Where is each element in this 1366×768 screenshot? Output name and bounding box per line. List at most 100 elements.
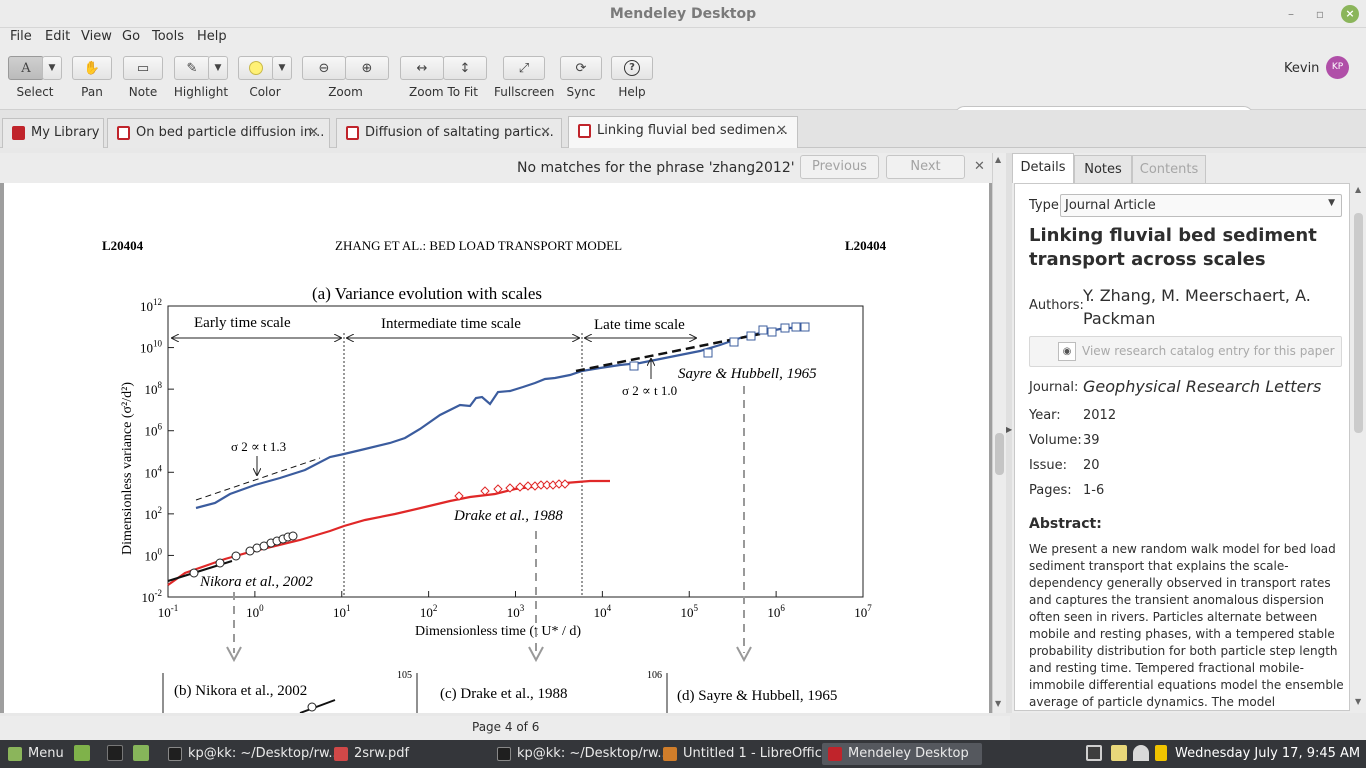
wifi-icon[interactable] — [1133, 745, 1149, 761]
zoom-out-button[interactable]: ⊖ — [302, 56, 346, 80]
tab-contents[interactable]: Contents — [1132, 155, 1206, 183]
menu-edit[interactable]: Edit — [45, 29, 71, 44]
taskbar-item-libreoffice[interactable]: Untitled 1 - LibreOffic... — [657, 743, 834, 765]
paper-title[interactable]: Linking fluvial bed sediment transport a… — [1029, 225, 1317, 270]
tab-details[interactable]: Details — [1012, 153, 1074, 183]
subplot-b-title: (b) Nikora et al., 2002 — [174, 683, 307, 699]
journal-value[interactable]: Geophysical Research Letters — [1083, 377, 1322, 396]
notes-icon[interactable] — [1111, 745, 1127, 761]
menu-tools[interactable]: Tools — [152, 29, 185, 44]
menu-file[interactable]: File — [10, 29, 32, 44]
callout-heads — [226, 646, 752, 663]
terminal-icon — [168, 747, 182, 761]
close-tab-icon[interactable]: ✕ — [776, 123, 787, 138]
fit-height-button[interactable]: ↕ — [443, 56, 487, 80]
issue-value[interactable]: 20 — [1083, 458, 1100, 473]
avatar[interactable]: KP — [1326, 56, 1349, 79]
select-dropdown[interactable]: ▼ — [42, 56, 62, 80]
subplot-b-line — [299, 699, 336, 713]
taskbar-item-pdf[interactable]: 2srw.pdf — [328, 743, 488, 765]
panel-splitter[interactable]: ▶ — [1006, 153, 1012, 713]
tab-notes[interactable]: Notes — [1074, 155, 1132, 183]
abstract-text[interactable]: We present a new random walk model for b… — [1029, 542, 1344, 709]
tab-my-library[interactable]: My Library — [2, 118, 104, 148]
pdf-scrollbar[interactable]: ▲ ▼ — [992, 153, 1006, 713]
note-tool-button[interactable]: ▭ — [123, 56, 163, 80]
shield-icon[interactable] — [1086, 745, 1102, 761]
clock[interactable]: Wednesday July 17, 9:45 AM — [1175, 746, 1361, 761]
year-label: Year: — [1029, 408, 1061, 423]
maximize-button[interactable]: ▫ — [1315, 7, 1325, 21]
tick-label: 1012 — [140, 297, 162, 314]
fullscreen-button[interactable]: ⤢ — [503, 56, 545, 80]
tick-label: 106 — [145, 422, 163, 439]
tab-document-1[interactable]: On bed particle diffusion in... ✕ — [107, 118, 330, 148]
journal-label: Journal: — [1029, 380, 1079, 395]
x-axis-label: Dimensionless time (t U* / d) — [415, 624, 581, 639]
details-scroll-thumb[interactable] — [1354, 213, 1363, 433]
user-name[interactable]: Kevin — [1284, 61, 1320, 76]
taskbar-item-terminal-1[interactable]: kp@kk: ~/Desktop/rw... — [162, 743, 341, 765]
terminal-icon[interactable] — [107, 745, 123, 761]
tick-label: 104 — [594, 603, 612, 620]
catalog-button[interactable]: ◉ View research catalog entry for this pa… — [1029, 336, 1342, 367]
start-menu-button[interactable]: Menu — [2, 743, 68, 765]
volume-value[interactable]: 39 — [1083, 433, 1100, 448]
color-label: Color — [249, 85, 281, 99]
help-button[interactable]: ? — [611, 56, 653, 80]
battery-icon[interactable] — [1155, 745, 1167, 761]
pages-value[interactable]: 1-6 — [1083, 483, 1105, 498]
find-previous-button[interactable]: Previous — [800, 155, 879, 179]
tab-document-3[interactable]: Linking fluvial bed sedimen... ✕ — [568, 116, 798, 148]
close-find-icon[interactable]: ✕ — [974, 159, 985, 174]
tick-label: 107 — [854, 603, 872, 620]
pdf-viewer[interactable]: L20404 ZHANG ET AL.: BED LOAD TRANSPORT … — [0, 183, 992, 713]
scroll-down-icon[interactable]: ▼ — [1355, 697, 1362, 706]
pdf-icon — [346, 126, 359, 140]
chevron-down-icon: ▼ — [1328, 198, 1335, 208]
close-tab-icon[interactable]: ✕ — [308, 125, 319, 140]
files-icon[interactable] — [133, 745, 149, 761]
find-next-button[interactable]: Next — [886, 155, 965, 179]
menu-view[interactable]: View — [81, 29, 112, 44]
scroll-down-icon[interactable]: ▼ — [995, 699, 1002, 708]
tab-document-2[interactable]: Diffusion of saltating partic... ✕ — [336, 118, 562, 148]
tick-label: 103 — [507, 603, 525, 620]
scroll-up-icon[interactable]: ▲ — [995, 155, 1002, 164]
taskbar-item-terminal-2[interactable]: kp@kk: ~/Desktop/rw... — [491, 743, 670, 765]
color-dropdown[interactable]: ▼ — [272, 56, 292, 80]
nikora-markers — [189, 531, 298, 578]
taskbar-item-mendeley[interactable]: Mendeley Desktop — [822, 743, 982, 765]
pdf-scroll-thumb[interactable] — [995, 433, 1004, 475]
highlight-dropdown[interactable]: ▼ — [208, 56, 228, 80]
collapse-panel-icon[interactable]: ▶ — [1006, 425, 1013, 434]
highlight-tool-button[interactable]: ✎ — [174, 56, 210, 80]
hand-icon: ✋ — [83, 60, 101, 76]
figure-title: (a) Variance evolution with scales — [312, 284, 542, 303]
authors-value[interactable]: Y. Zhang, M. Meerschaert, A. Packman — [1083, 286, 1311, 328]
menu-go[interactable]: Go — [122, 29, 141, 44]
pan-tool-button[interactable]: ✋ — [72, 56, 112, 80]
note-label: Note — [128, 85, 158, 99]
red-series — [167, 479, 610, 586]
type-select[interactable]: Journal Article ▼ — [1060, 194, 1342, 217]
zoom-in-icon: ⊕ — [361, 60, 373, 76]
fit-width-button[interactable]: ↔ — [400, 56, 444, 80]
page-indicator: Page 4 of 6 — [472, 720, 540, 734]
select-tool-button[interactable]: A — [8, 56, 44, 80]
zoom-to-fit-label: Zoom To Fit — [409, 85, 478, 99]
catalog-icon: ◉ — [1058, 342, 1076, 361]
sync-button[interactable]: ⟳ — [560, 56, 602, 80]
window-title: Mendeley Desktop — [609, 6, 757, 22]
close-window-button[interactable]: × — [1341, 5, 1359, 23]
minimize-button[interactable]: – — [1288, 7, 1294, 21]
close-tab-icon[interactable]: ✕ — [540, 125, 551, 140]
details-scrollbar[interactable]: ▲ ▼ — [1352, 183, 1366, 711]
zoom-in-button[interactable]: ⊕ — [345, 56, 389, 80]
color-button[interactable] — [238, 56, 274, 80]
year-value[interactable]: 2012 — [1083, 408, 1117, 423]
horizontal-arrows-icon: ↔ — [416, 60, 428, 76]
menu-help[interactable]: Help — [197, 29, 227, 44]
scroll-up-icon[interactable]: ▲ — [1355, 185, 1362, 194]
show-desktop-icon[interactable] — [74, 745, 90, 761]
